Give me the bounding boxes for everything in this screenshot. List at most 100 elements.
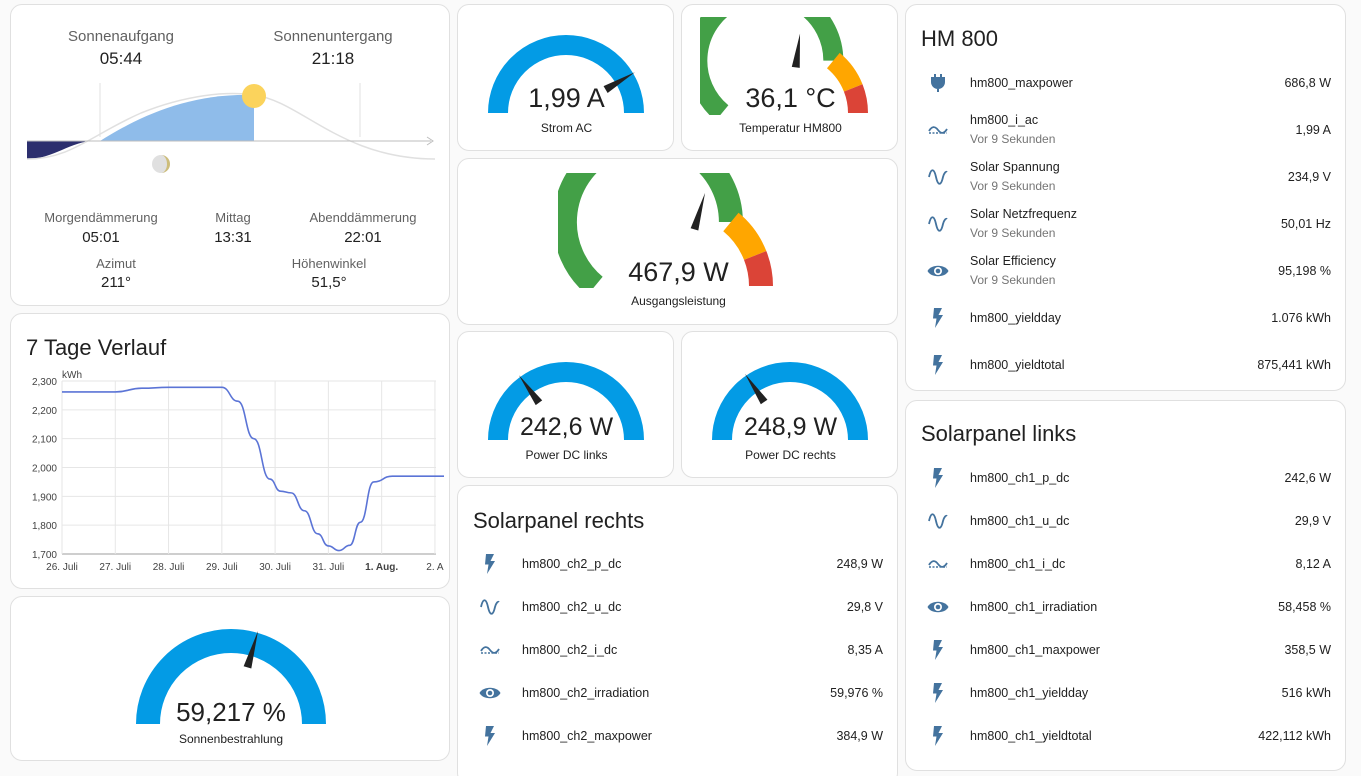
history-title: 7 Tage Verlauf: [26, 335, 167, 360]
strom-ac-value: 1,99 A: [528, 83, 605, 113]
entity-row[interactable]: hm800_ch2_maxpower 384,9 W: [458, 716, 897, 756]
azimuth-label: Azimut: [96, 256, 136, 271]
entity-row[interactable]: hm800_i_ac Vor 9 Sekunden 1,99 A: [906, 110, 1345, 150]
x-tick-label: 31. Juli: [313, 562, 345, 573]
entity-value[interactable]: 50,01 Hz: [1280, 217, 1331, 231]
gauge-arc: [712, 362, 868, 441]
entity-value[interactable]: 29,9 V: [1294, 514, 1331, 528]
entity-row[interactable]: Solar Efficiency Vor 9 Sekunden 95,198 %: [906, 251, 1345, 291]
current-ac-icon: [480, 646, 500, 654]
entity-row[interactable]: Solar Spannung Vor 9 Sekunden 234,9 V: [906, 157, 1345, 197]
entity-row[interactable]: hm800_ch1_yieldtotal 422,112 kWh: [906, 716, 1345, 756]
y-tick-label: 2,200: [32, 406, 57, 417]
entity-value[interactable]: 8,35 A: [847, 643, 883, 657]
entity-value[interactable]: 358,5 W: [1284, 643, 1331, 657]
hm800-card: HM 800 hm800_maxpower 686,8 W hm800_i_ac Vo…: [905, 4, 1346, 391]
gauge-needle: [745, 373, 768, 405]
plug-icon: [931, 74, 945, 92]
sunset-time: 21:18: [311, 49, 355, 68]
entity-value[interactable]: 58,458 %: [1278, 600, 1331, 614]
x-tick-label: 30. Juli: [259, 562, 291, 573]
entity-row[interactable]: hm800_ch1_yieldday 516 kWh: [906, 673, 1345, 713]
sine-wave-icon: [928, 169, 948, 185]
irradiation-gauge-name: Sonnenbestrahlung: [178, 732, 284, 746]
y-tick-label: 1,800: [32, 521, 57, 532]
entity-value[interactable]: 516 kWh: [1281, 686, 1331, 700]
output-power-gauge-card[interactable]: 467,9 W Ausgangsleistung: [457, 158, 898, 325]
entity-value[interactable]: 1.076 kWh: [1271, 311, 1331, 325]
entity-name: hm800_ch2_maxpower: [522, 729, 652, 743]
entity-name: hm800_yieldtotal: [970, 358, 1065, 372]
entity-name: hm800_ch1_p_dc: [970, 471, 1070, 485]
strom-ac-gauge-card[interactable]: 1,99 A Strom AC: [457, 4, 674, 151]
entity-value[interactable]: 384,9 W: [836, 729, 883, 743]
dc-rechts-gauge-card[interactable]: 248,9 W Power DC rechts: [681, 331, 898, 478]
entity-row[interactable]: hm800_yieldtotal 875,441 kWh: [906, 345, 1345, 385]
entity-row[interactable]: hm800_ch1_p_dc 242,6 W: [906, 458, 1345, 498]
output-power-value: 467,9 W: [628, 257, 729, 287]
temperature-gauge-card[interactable]: 36,1 °C Temperatur HM800: [681, 4, 898, 151]
entity-row[interactable]: hm800_ch1_irradiation 58,458 %: [906, 587, 1345, 627]
entity-row[interactable]: hm800_ch2_u_dc 29,8 V: [458, 587, 897, 627]
entity-value[interactable]: 686,8 W: [1284, 76, 1331, 90]
azimuth-value: 211°: [101, 274, 131, 291]
entity-value[interactable]: 242,6 W: [1284, 471, 1331, 485]
entity-row[interactable]: hm800_yieldday 1.076 kWh: [906, 298, 1345, 338]
entity-row[interactable]: hm800_maxpower 686,8 W: [906, 63, 1345, 103]
elevation-label: Höhenwinkel: [291, 256, 367, 271]
entity-value[interactable]: 59,976 %: [830, 686, 883, 700]
gauge-arc-green: [558, 173, 743, 288]
entity-row[interactable]: hm800_ch1_maxpower 358,5 W: [906, 630, 1345, 670]
entity-value[interactable]: 1,99 A: [1295, 123, 1331, 137]
entity-row[interactable]: Solar Netzfrequenz Vor 9 Sekunden 50,01 Hz: [906, 204, 1345, 244]
history-card: 7 Tage Verlauf kWh 2,300 2,200 2,100 2,000 1…: [10, 313, 450, 589]
entity-name: hm800_ch1_u_dc: [970, 514, 1070, 528]
sunrise-time: 05:44: [99, 49, 143, 68]
entity-value[interactable]: 234,9 V: [1287, 170, 1331, 184]
sine-wave-icon: [480, 599, 500, 615]
entity-value[interactable]: 248,9 W: [836, 557, 883, 571]
entity-name: hm800_i_ac: [970, 113, 1039, 127]
gauge-arc: [488, 35, 644, 114]
entity-row[interactable]: hm800_ch1_u_dc 29,9 V: [906, 501, 1345, 541]
entity-last-changed: Vor 9 Sekunden: [970, 179, 1056, 193]
gauge-needle: [603, 72, 635, 94]
noon-time: 13:31: [214, 229, 252, 246]
entity-name: hm800_ch1_i_dc: [970, 557, 1066, 571]
series-line[interactable]: [61, 386, 444, 552]
temperature-name: Temperatur HM800: [739, 121, 842, 135]
dc-rechts-name: Power DC rechts: [745, 448, 836, 462]
day-area: [100, 94, 254, 141]
entity-row[interactable]: hm800_ch2_p_dc 248,9 W: [458, 544, 897, 584]
dc-links-value: 242,6 W: [519, 413, 614, 441]
entity-row[interactable]: hm800_ch2_i_dc 8,35 A: [458, 630, 897, 670]
entity-value[interactable]: 95,198 %: [1278, 264, 1331, 278]
x-tick-label: 28. Juli: [153, 562, 185, 573]
dusk-label: Abenddämmerung: [309, 210, 417, 225]
flash-icon: [933, 640, 943, 660]
gauge-arc-red: [843, 84, 868, 114]
x-tick-label: 2. A: [426, 562, 444, 573]
entity-value[interactable]: 875,441 kWh: [1257, 358, 1331, 372]
flash-icon: [485, 554, 495, 574]
entity-value[interactable]: 29,8 V: [846, 600, 883, 614]
dc-links-gauge-card[interactable]: 242,6 W Power DC links: [457, 331, 674, 478]
entity-last-changed: Vor 9 Sekunden: [970, 132, 1056, 146]
sun-path-graph: [26, 83, 436, 173]
noon-label: Mittag: [215, 210, 251, 225]
temperature-gauge: [700, 17, 868, 115]
gauge-needle: [243, 630, 259, 669]
entity-name: hm800_maxpower: [970, 76, 1073, 90]
history-chart[interactable]: kWh 2,3002,2002,1002,0001,9001,8001,700 …: [11, 364, 450, 589]
entity-value[interactable]: 8,12 A: [1295, 557, 1331, 571]
entity-row[interactable]: hm800_ch2_irradiation 59,976 %: [458, 673, 897, 713]
y-tick-label: 1,700: [32, 550, 57, 561]
irradiation-gauge-card[interactable]: 59,217 % Sonnenbestrahlung: [10, 596, 450, 761]
entity-value[interactable]: 422,112 kWh: [1258, 729, 1331, 743]
entity-name: hm800_ch2_i_dc: [522, 643, 618, 657]
dc-links-name: Power DC links: [525, 448, 608, 462]
temperature-value: 36,1 °C: [745, 83, 836, 113]
solarpanel-rechts-title: Solarpanel rechts: [473, 508, 645, 533]
sine-wave-icon: [928, 513, 948, 529]
entity-row[interactable]: hm800_ch1_i_dc 8,12 A: [906, 544, 1345, 584]
